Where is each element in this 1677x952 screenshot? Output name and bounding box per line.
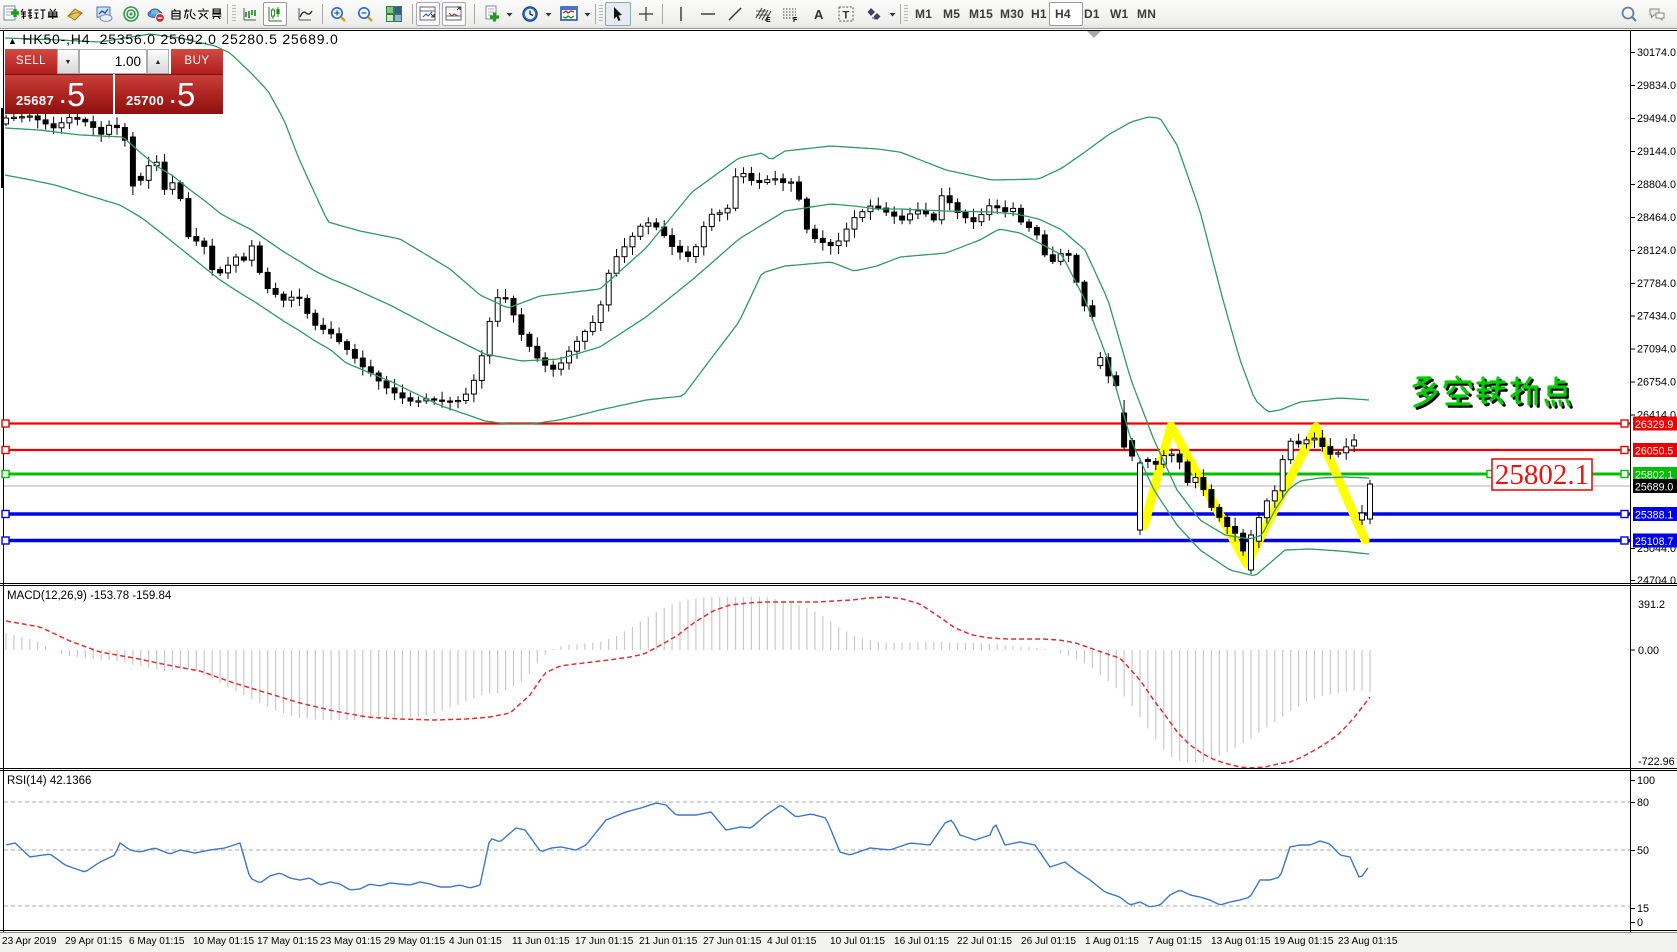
svg-text:29834.0: 29834.0 (1637, 80, 1676, 92)
svg-text:29494.0: 29494.0 (1637, 113, 1676, 125)
svg-text:25689.0: 25689.0 (1635, 482, 1673, 494)
svg-text:T: T (843, 10, 850, 22)
svg-text:10 May 01:15: 10 May 01:15 (193, 936, 255, 947)
svg-text:30174.0: 30174.0 (1637, 47, 1676, 59)
svg-text:28804.0: 28804.0 (1637, 179, 1676, 191)
svg-text:27 Jun 01:15: 27 Jun 01:15 (703, 936, 762, 947)
svg-text:26754.0: 26754.0 (1637, 377, 1676, 389)
svg-text:24704.0: 24704.0 (1637, 575, 1676, 587)
svg-text:28124.0: 28124.0 (1637, 245, 1676, 257)
svg-text:16 Jul 01:15: 16 Jul 01:15 (894, 936, 949, 947)
svg-text:23 Apr 2019: 23 Apr 2019 (2, 936, 57, 947)
svg-text:25802.1: 25802.1 (1635, 470, 1673, 482)
svg-text:11 Jun 01:15: 11 Jun 01:15 (512, 936, 570, 947)
svg-text:25802.1: 25802.1 (1495, 459, 1589, 491)
svg-text:23 Aug 01:15: 23 Aug 01:15 (1338, 936, 1398, 947)
svg-text:13 Aug 01:15: 13 Aug 01:15 (1211, 936, 1271, 947)
svg-text:21 Jun 01:15: 21 Jun 01:15 (639, 936, 698, 947)
svg-text:-722.96: -722.96 (1638, 756, 1675, 768)
svg-text:29144.0: 29144.0 (1637, 146, 1676, 158)
svg-text:1 Aug 01:15: 1 Aug 01:15 (1085, 936, 1139, 947)
svg-text:391.2: 391.2 (1638, 599, 1665, 611)
svg-text:19 Aug 01:15: 19 Aug 01:15 (1274, 936, 1334, 947)
svg-text:26 Jul 01:15: 26 Jul 01:15 (1021, 936, 1076, 947)
svg-text:0.00: 0.00 (1638, 645, 1659, 657)
svg-text:6 May 01:15: 6 May 01:15 (129, 936, 185, 947)
svg-text:F: F (793, 17, 798, 23)
svg-text:17 Jun 01:15: 17 Jun 01:15 (575, 936, 634, 947)
svg-text:MACD(12,26,9) -153.78 -159.84: MACD(12,26,9) -153.78 -159.84 (7, 590, 172, 602)
svg-text:4 Jul 01:15: 4 Jul 01:15 (767, 936, 817, 947)
svg-text:27094.0: 27094.0 (1637, 344, 1676, 356)
svg-text:A: A (814, 7, 824, 22)
svg-text:RSI(14) 42.1366: RSI(14) 42.1366 (7, 775, 91, 787)
svg-text:80: 80 (1637, 797, 1649, 809)
svg-text:28464.0: 28464.0 (1637, 212, 1676, 224)
svg-text:E: E (766, 17, 771, 23)
svg-text:23 May 01:15: 23 May 01:15 (320, 936, 382, 947)
svg-text:0: 0 (1637, 917, 1643, 929)
svg-text:27784.0: 27784.0 (1637, 278, 1676, 290)
svg-text:10 Jul 01:15: 10 Jul 01:15 (830, 936, 885, 947)
svg-text:29 May 01:15: 29 May 01:15 (384, 936, 446, 947)
svg-text:50: 50 (1637, 845, 1649, 857)
svg-text:26329.9: 26329.9 (1635, 419, 1673, 431)
svg-text:29 Apr 01:15: 29 Apr 01:15 (65, 936, 123, 947)
svg-text:22 Jul 01:15: 22 Jul 01:15 (957, 936, 1012, 947)
svg-text:25388.1: 25388.1 (1635, 510, 1673, 522)
svg-text:7 Aug 01:15: 7 Aug 01:15 (1148, 936, 1202, 947)
svg-text:25108.7: 25108.7 (1635, 536, 1673, 548)
svg-text:100: 100 (1637, 775, 1655, 787)
svg-text:17 May 01:15: 17 May 01:15 (257, 936, 319, 947)
svg-text:4 Jun 01:15: 4 Jun 01:15 (449, 936, 502, 947)
svg-text:27434.0: 27434.0 (1637, 311, 1676, 323)
svg-text:26050.5: 26050.5 (1635, 446, 1673, 458)
svg-text:15: 15 (1637, 903, 1649, 915)
